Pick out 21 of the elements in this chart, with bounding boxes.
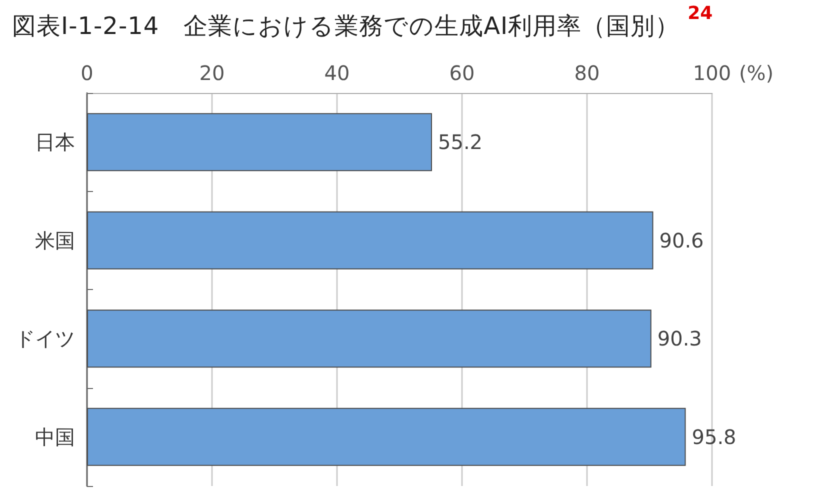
- data-label: 55.2: [438, 130, 483, 154]
- x-tick-label: 100: [692, 61, 732, 85]
- y-tick-label: 日本: [35, 130, 75, 154]
- x-tick-label: 40: [324, 61, 350, 85]
- data-label: 90.6: [659, 228, 704, 252]
- text: 24: [688, 3, 713, 24]
- x-axis-title: (%): [739, 61, 774, 85]
- bar: [87, 310, 652, 368]
- y-tick-label: ドイツ: [15, 326, 75, 351]
- data-label: 95.8: [692, 424, 736, 449]
- x-tick-label: 20: [199, 61, 225, 85]
- x-tick-label: 60: [449, 61, 475, 85]
- bar: [87, 211, 654, 270]
- bar: [87, 408, 686, 466]
- y-tick-label: 米国: [35, 228, 75, 252]
- chart-title: 図表Ⅰ-1-2-14 企業における業務での生成AI利用率（国別）: [12, 12, 680, 40]
- x-tick-label: 80: [574, 61, 600, 85]
- bar: [87, 113, 432, 172]
- y-tick-label: 中国: [35, 424, 75, 449]
- data-label: 90.3: [657, 326, 702, 351]
- x-tick-label: 0: [80, 61, 94, 85]
